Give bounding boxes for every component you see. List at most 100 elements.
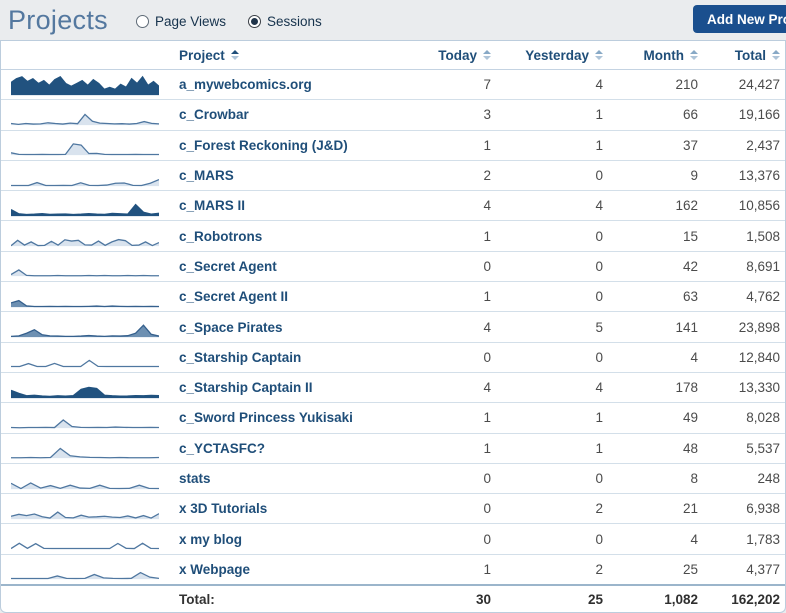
today-value: 1	[483, 228, 491, 244]
project-link[interactable]: c_Secret Agent II	[179, 289, 289, 305]
table-row: c_Starship Captain 0 0 4 12,840	[1, 343, 785, 373]
today-value: 0	[483, 258, 491, 274]
sparkline-chart	[1, 377, 171, 399]
today-value: 1	[483, 137, 491, 153]
radio-page-views[interactable]: Page Views	[135, 13, 226, 29]
page-title: Projects	[8, 4, 108, 35]
column-header-month[interactable]: Month	[608, 41, 703, 69]
today-value: 0	[483, 501, 491, 517]
yesterday-value: 4	[595, 198, 603, 214]
month-value: 42	[682, 258, 698, 274]
table-row: c_MARS II 4 4 162 10,856	[1, 191, 785, 222]
sparkline-chart	[1, 346, 171, 368]
totals-label: Total:	[179, 591, 215, 607]
project-link[interactable]: c_Forest Reckoning (J&D)	[179, 137, 348, 153]
project-link[interactable]: c_Robotrons	[179, 228, 263, 244]
radio-sessions-label: Sessions	[266, 13, 322, 29]
today-value: 3	[483, 107, 491, 123]
add-new-project-button[interactable]: Add New Project	[693, 5, 786, 33]
today-value: 1	[483, 561, 491, 577]
column-header-total[interactable]: Total	[703, 41, 785, 69]
table-row: c_Sword Princess Yukisaki 1 1 49 8,028	[1, 403, 785, 434]
month-value: 21	[682, 501, 698, 517]
sparkline-chart	[1, 407, 171, 429]
total-value: 4,377	[746, 561, 780, 577]
radio-sessions[interactable]: Sessions	[247, 13, 322, 29]
project-link[interactable]: x Webpage	[179, 561, 251, 577]
sparkline-chart	[1, 286, 171, 308]
today-value: 1	[483, 410, 491, 426]
today-value: 4	[483, 198, 491, 214]
project-link[interactable]: c_YCTASFC?	[179, 440, 266, 456]
project-link[interactable]: x 3D Tutorials	[179, 501, 268, 517]
table-row: c_Space Pirates 4 5 141 23,898	[1, 312, 785, 343]
project-link[interactable]: c_Starship Captain II	[179, 380, 313, 396]
total-value: 23,898	[738, 319, 780, 335]
table-row: x my blog 0 0 4 1,783	[1, 524, 785, 555]
yesterday-value: 0	[595, 258, 603, 274]
total-value: 12,840	[738, 349, 780, 365]
sparkline-chart	[1, 195, 171, 217]
today-value: 1	[483, 440, 491, 456]
total-value: 2,437	[746, 137, 780, 153]
total-value: 1,508	[746, 228, 780, 244]
month-value: 8	[690, 471, 698, 486]
yesterday-value: 1	[595, 107, 603, 123]
radio-page-views-label: Page Views	[154, 13, 226, 29]
total-value: 13,376	[738, 168, 780, 184]
top-bar: Projects Page Views Sessions Add New Pro…	[0, 0, 786, 40]
project-link[interactable]: c_MARS	[179, 168, 234, 184]
project-link[interactable]: c_MARS II	[179, 198, 246, 214]
projects-table: Project Today Yesterday Month Total a_my…	[0, 40, 786, 613]
column-header-project[interactable]: Project	[171, 41, 401, 69]
table-row: c_Robotrons 1 0 15 1,508	[1, 221, 785, 252]
project-link[interactable]: c_Starship Captain	[179, 349, 302, 365]
month-value: 25	[682, 561, 698, 577]
total-value: 8,691	[746, 258, 780, 274]
yesterday-value: 2	[595, 561, 603, 577]
totals-total: 162,202	[731, 591, 780, 607]
radio-page-views-icon[interactable]	[135, 14, 149, 28]
month-value: 48	[682, 440, 698, 456]
project-link[interactable]: c_Crowbar	[179, 107, 249, 123]
yesterday-value: 4	[595, 380, 603, 396]
column-header-today[interactable]: Today	[401, 41, 496, 69]
today-value: 7	[483, 77, 491, 93]
sparkline-chart	[1, 316, 171, 338]
month-value: 63	[682, 289, 698, 305]
sort-icon	[595, 50, 603, 60]
project-link[interactable]: x my blog	[179, 531, 243, 547]
month-value: 4	[690, 531, 698, 547]
sparkline-chart	[1, 468, 171, 490]
today-value: 0	[483, 349, 491, 365]
view-toggle-group: Page Views Sessions	[135, 13, 322, 29]
column-header-yesterday[interactable]: Yesterday	[496, 41, 608, 69]
sparkline-chart	[1, 165, 171, 187]
month-value: 210	[675, 77, 698, 93]
sparkline-chart	[1, 225, 171, 247]
project-link[interactable]: c_Sword Princess Yukisaki	[179, 410, 353, 426]
month-value: 4	[690, 349, 698, 365]
yesterday-value: 1	[595, 137, 603, 153]
today-value: 4	[483, 319, 491, 335]
radio-sessions-icon[interactable]	[247, 14, 261, 28]
yesterday-value: 0	[595, 349, 603, 365]
yesterday-value: 1	[595, 440, 603, 456]
today-value: 4	[483, 380, 491, 396]
table-row: x Webpage 1 2 25 4,377	[1, 555, 785, 584]
today-value: 2	[483, 168, 491, 184]
total-value: 5,537	[746, 440, 780, 456]
project-link[interactable]: c_Secret Agent	[179, 258, 277, 274]
yesterday-value: 0	[595, 289, 603, 305]
yesterday-value: 4	[595, 77, 603, 93]
sort-icon	[230, 50, 239, 60]
sparkline-chart	[1, 134, 171, 156]
yesterday-value: 2	[595, 501, 603, 517]
sparkline-chart	[1, 437, 171, 459]
total-value: 248	[757, 471, 780, 486]
project-link[interactable]: stats	[179, 471, 211, 486]
project-link[interactable]: a_mywebcomics.org	[179, 77, 312, 93]
total-value: 4,762	[746, 289, 780, 305]
project-link[interactable]: c_Space Pirates	[179, 319, 283, 335]
